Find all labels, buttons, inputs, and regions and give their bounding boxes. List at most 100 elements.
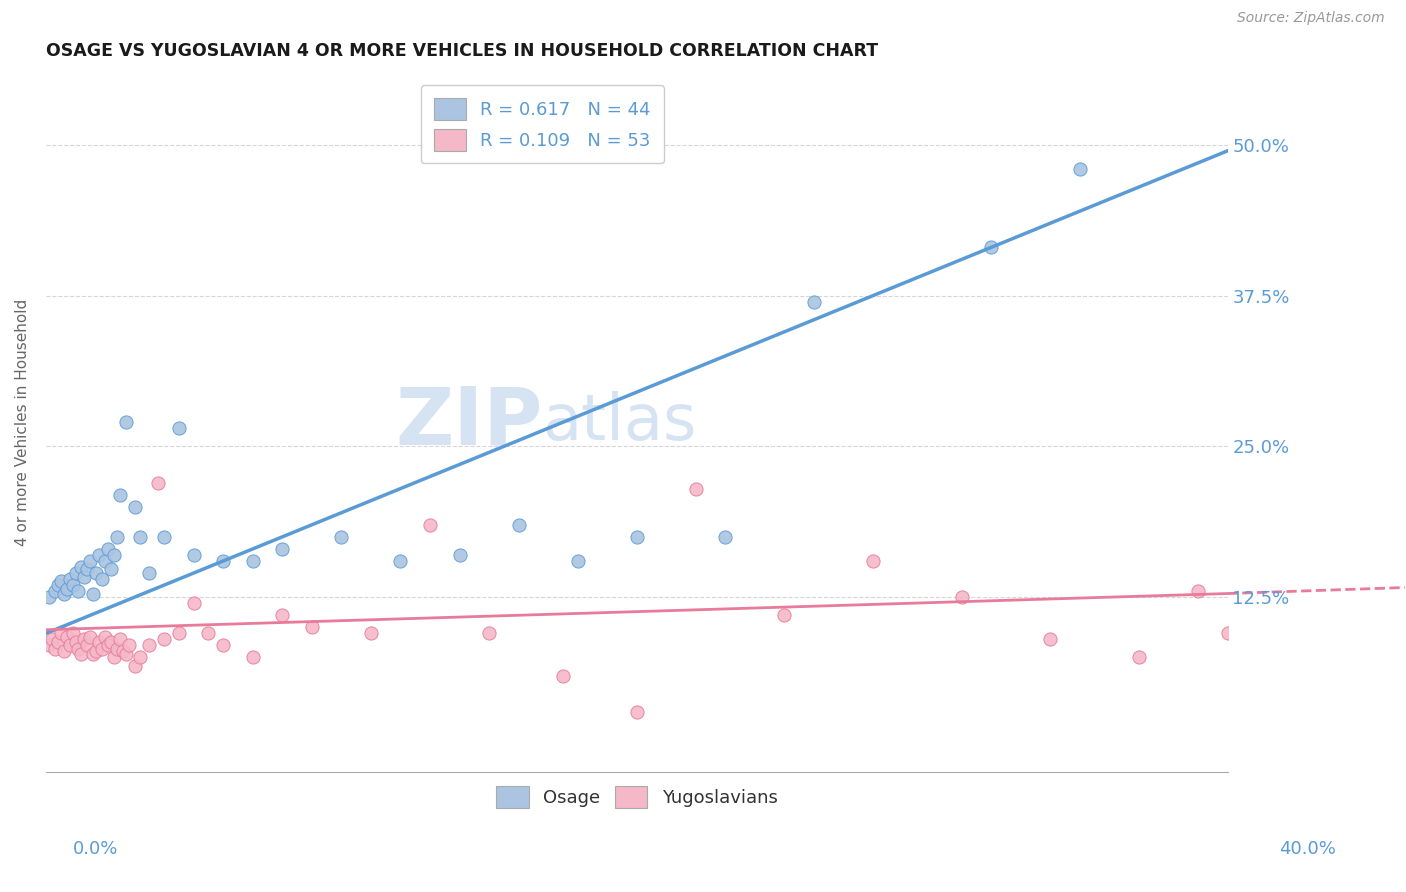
Point bbox=[65, 566, 87, 580]
Point bbox=[82, 647, 104, 661]
Point bbox=[803, 294, 825, 309]
Point bbox=[94, 554, 117, 568]
Point bbox=[55, 582, 77, 596]
Point bbox=[508, 517, 530, 532]
Point bbox=[108, 488, 131, 502]
Point bbox=[49, 626, 72, 640]
Text: 40.0%: 40.0% bbox=[1279, 840, 1336, 858]
Point bbox=[478, 626, 501, 640]
Point bbox=[84, 566, 107, 580]
Point bbox=[118, 639, 141, 653]
Text: 0.0%: 0.0% bbox=[73, 840, 118, 858]
Point bbox=[567, 554, 589, 568]
Point bbox=[389, 554, 412, 568]
Point bbox=[38, 590, 60, 604]
Point bbox=[52, 644, 75, 658]
Point bbox=[980, 240, 1002, 254]
Point bbox=[79, 554, 101, 568]
Legend: Osage, Yugoslavians: Osage, Yugoslavians bbox=[489, 779, 785, 815]
Point bbox=[62, 626, 84, 640]
Point bbox=[89, 548, 111, 562]
Text: OSAGE VS YUGOSLAVIAN 4 OR MORE VEHICLES IN HOUSEHOLD CORRELATION CHART: OSAGE VS YUGOSLAVIAN 4 OR MORE VEHICLES … bbox=[46, 42, 879, 60]
Point bbox=[103, 650, 125, 665]
Point bbox=[59, 572, 82, 586]
Point bbox=[138, 566, 160, 580]
Point bbox=[1187, 584, 1209, 599]
Y-axis label: 4 or more Vehicles in Household: 4 or more Vehicles in Household bbox=[15, 299, 30, 546]
Point bbox=[82, 586, 104, 600]
Point bbox=[55, 630, 77, 644]
Point bbox=[183, 548, 205, 562]
Point bbox=[242, 554, 264, 568]
Point bbox=[167, 421, 190, 435]
Text: atlas: atlas bbox=[543, 392, 696, 453]
Point bbox=[301, 620, 323, 634]
Point bbox=[91, 572, 114, 586]
Point bbox=[551, 668, 574, 682]
Point bbox=[89, 635, 111, 649]
Point bbox=[59, 639, 82, 653]
Point bbox=[626, 530, 648, 544]
Point bbox=[97, 541, 120, 556]
Point bbox=[70, 647, 93, 661]
Point bbox=[79, 630, 101, 644]
Point bbox=[70, 560, 93, 574]
Point bbox=[73, 569, 96, 583]
Point bbox=[330, 530, 353, 544]
Point bbox=[212, 554, 235, 568]
Point bbox=[105, 530, 128, 544]
Point bbox=[65, 635, 87, 649]
Point bbox=[67, 584, 90, 599]
Point bbox=[100, 635, 122, 649]
Point bbox=[862, 554, 884, 568]
Text: Source: ZipAtlas.com: Source: ZipAtlas.com bbox=[1237, 11, 1385, 25]
Point bbox=[73, 632, 96, 647]
Point bbox=[52, 586, 75, 600]
Point bbox=[94, 630, 117, 644]
Point bbox=[183, 596, 205, 610]
Point bbox=[111, 644, 134, 658]
Point bbox=[108, 632, 131, 647]
Point bbox=[626, 705, 648, 719]
Text: ZIP: ZIP bbox=[395, 384, 543, 461]
Point bbox=[46, 578, 69, 592]
Point bbox=[100, 562, 122, 576]
Point bbox=[84, 644, 107, 658]
Point bbox=[1128, 650, 1150, 665]
Point bbox=[76, 562, 98, 576]
Point bbox=[1216, 626, 1239, 640]
Point bbox=[153, 530, 176, 544]
Point bbox=[91, 642, 114, 657]
Point bbox=[419, 517, 441, 532]
Point bbox=[950, 590, 973, 604]
Point bbox=[449, 548, 471, 562]
Point bbox=[167, 626, 190, 640]
Point bbox=[49, 574, 72, 589]
Point bbox=[124, 659, 146, 673]
Point bbox=[76, 639, 98, 653]
Point bbox=[114, 647, 136, 661]
Point bbox=[271, 608, 294, 623]
Point bbox=[114, 415, 136, 429]
Point bbox=[44, 584, 66, 599]
Point bbox=[38, 639, 60, 653]
Point bbox=[360, 626, 382, 640]
Point bbox=[138, 639, 160, 653]
Point bbox=[1039, 632, 1062, 647]
Point bbox=[67, 642, 90, 657]
Point bbox=[62, 578, 84, 592]
Point bbox=[242, 650, 264, 665]
Point bbox=[129, 530, 152, 544]
Point bbox=[44, 642, 66, 657]
Point bbox=[46, 635, 69, 649]
Point bbox=[271, 541, 294, 556]
Point bbox=[1069, 161, 1091, 176]
Point bbox=[97, 639, 120, 653]
Point bbox=[153, 632, 176, 647]
Point bbox=[148, 475, 170, 490]
Point bbox=[103, 548, 125, 562]
Point bbox=[212, 639, 235, 653]
Point bbox=[714, 530, 737, 544]
Point bbox=[685, 482, 707, 496]
Point bbox=[105, 642, 128, 657]
